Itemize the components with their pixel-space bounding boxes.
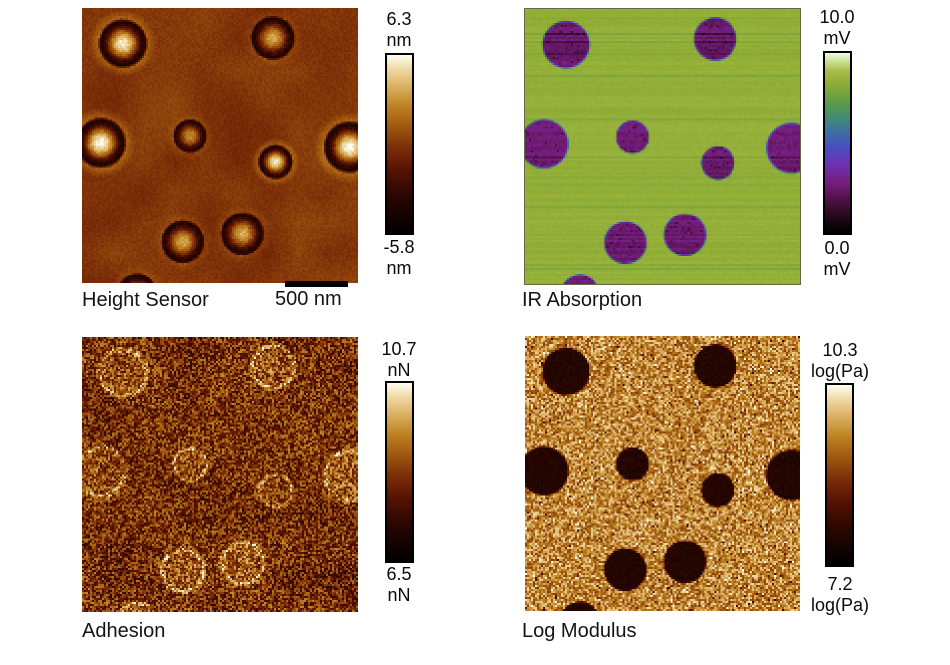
modulus-colorbar-max-label: 10.3 log(Pa) bbox=[785, 340, 895, 382]
modulus-colorbar bbox=[825, 383, 854, 567]
panel-title-ir-absorption: IR Absorption bbox=[522, 289, 643, 311]
panel-title-log-modulus: Log Modulus bbox=[522, 620, 637, 642]
ir-colorbar bbox=[823, 51, 852, 235]
panel-title-adhesion: Adhesion bbox=[82, 620, 166, 642]
log-modulus-afm-image bbox=[525, 336, 800, 611]
ir-colorbar-max-label: 10.0 mV bbox=[782, 7, 892, 49]
adhesion-colorbar-max-value: 10.7 bbox=[381, 339, 417, 359]
modulus-colorbar-max-unit: log(Pa) bbox=[810, 361, 870, 381]
modulus-colorbar-min-value: 7.2 bbox=[827, 574, 853, 594]
height-sensor-afm-image bbox=[82, 8, 358, 283]
ir-colorbar-max-value: 10.0 bbox=[819, 7, 855, 27]
height-colorbar-min-label: -5.8 nm bbox=[344, 237, 454, 279]
adhesion-colorbar bbox=[385, 381, 414, 563]
adhesion-colorbar-max-unit: nN bbox=[387, 360, 411, 380]
modulus-colorbar-min-unit: log(Pa) bbox=[810, 595, 870, 615]
adhesion-colorbar-min-unit: nN bbox=[387, 585, 411, 605]
modulus-colorbar-max-value: 10.3 bbox=[822, 340, 858, 360]
adhesion-colorbar-max-label: 10.7 nN bbox=[344, 339, 454, 381]
ir-absorption-afm-image bbox=[525, 9, 800, 284]
height-colorbar-min-value: -5.8 bbox=[383, 237, 415, 257]
adhesion-colorbar-min-label: 6.5 nN bbox=[344, 564, 454, 606]
height-colorbar-max-value: 6.3 bbox=[386, 9, 412, 29]
height-colorbar-min-unit: nm bbox=[386, 258, 412, 278]
ir-colorbar-max-unit: mV bbox=[823, 28, 851, 48]
scale-bar-label: 500 nm bbox=[275, 288, 342, 310]
adhesion-afm-image bbox=[82, 337, 358, 612]
height-colorbar-max-unit: nm bbox=[386, 30, 412, 50]
ir-colorbar-min-label: 0.0 mV bbox=[782, 238, 892, 280]
ir-colorbar-min-value: 0.0 bbox=[824, 238, 850, 258]
height-colorbar-max-label: 6.3 nm bbox=[344, 9, 454, 51]
adhesion-colorbar-min-value: 6.5 bbox=[386, 564, 412, 584]
scale-bar-line bbox=[285, 281, 348, 287]
panel-title-height-sensor: Height Sensor bbox=[82, 289, 209, 311]
height-colorbar bbox=[385, 53, 414, 235]
ir-colorbar-min-unit: mV bbox=[823, 259, 851, 279]
modulus-colorbar-min-label: 7.2 log(Pa) bbox=[785, 574, 895, 616]
